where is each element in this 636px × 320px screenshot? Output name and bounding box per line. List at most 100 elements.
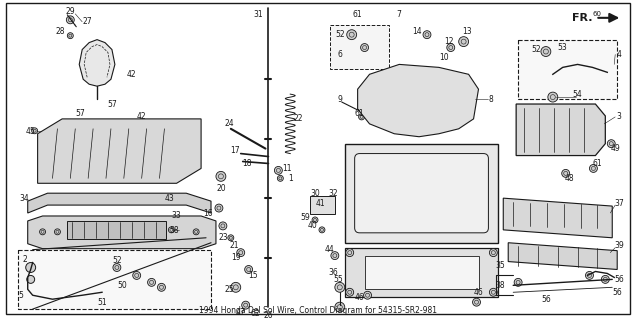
Bar	[18, 250, 211, 309]
Bar	[330, 25, 389, 69]
Text: 3: 3	[617, 112, 621, 121]
Text: 60: 60	[593, 11, 602, 17]
Circle shape	[245, 266, 252, 274]
Text: 12: 12	[444, 37, 453, 46]
Polygon shape	[508, 243, 617, 269]
Text: 52: 52	[335, 30, 345, 39]
Circle shape	[364, 291, 371, 299]
Polygon shape	[28, 193, 211, 213]
Circle shape	[274, 166, 282, 174]
Circle shape	[39, 229, 46, 235]
Text: 52: 52	[531, 45, 541, 54]
Text: 15: 15	[248, 271, 258, 280]
Text: 50: 50	[117, 281, 127, 290]
Circle shape	[489, 249, 497, 257]
Circle shape	[219, 222, 227, 230]
Text: 24: 24	[224, 119, 233, 128]
Text: 62: 62	[251, 308, 260, 317]
Circle shape	[346, 249, 354, 257]
Text: 42: 42	[127, 70, 137, 79]
Text: 39: 39	[614, 241, 624, 250]
Circle shape	[562, 169, 570, 177]
Text: 6: 6	[337, 50, 342, 59]
Text: 16: 16	[204, 209, 213, 218]
Text: 1994 Honda Del Sol Wire, Control Diagram for 54315-SR2-981: 1994 Honda Del Sol Wire, Control Diagram…	[199, 306, 437, 315]
Circle shape	[331, 252, 339, 260]
Polygon shape	[503, 198, 612, 238]
Text: 51: 51	[97, 298, 107, 307]
Circle shape	[25, 262, 36, 272]
Text: 19: 19	[231, 253, 240, 262]
Bar	[364, 256, 478, 289]
Circle shape	[148, 278, 156, 286]
Circle shape	[193, 229, 199, 235]
Circle shape	[242, 301, 250, 309]
Text: 11: 11	[282, 164, 292, 173]
Text: 22: 22	[293, 114, 303, 124]
Text: 17: 17	[230, 146, 240, 155]
Circle shape	[32, 128, 38, 134]
Text: 7: 7	[397, 10, 402, 20]
Circle shape	[133, 271, 141, 279]
Text: 21: 21	[229, 241, 238, 250]
Text: 34: 34	[20, 194, 30, 203]
Circle shape	[590, 164, 597, 172]
Text: 31: 31	[254, 10, 263, 20]
Circle shape	[231, 282, 240, 292]
Circle shape	[335, 302, 345, 312]
Circle shape	[359, 114, 364, 120]
Text: 8: 8	[488, 95, 493, 104]
Circle shape	[55, 229, 60, 235]
Text: 36: 36	[328, 268, 338, 277]
Text: 28: 28	[56, 27, 65, 36]
Circle shape	[586, 271, 593, 279]
Polygon shape	[516, 104, 605, 156]
Circle shape	[66, 16, 74, 24]
Text: 56: 56	[614, 275, 624, 284]
Circle shape	[346, 288, 354, 296]
Polygon shape	[357, 64, 478, 137]
Circle shape	[514, 278, 522, 286]
Polygon shape	[38, 119, 201, 183]
Circle shape	[216, 172, 226, 181]
Circle shape	[169, 227, 174, 233]
FancyBboxPatch shape	[355, 154, 488, 233]
Circle shape	[361, 44, 368, 52]
Text: 43: 43	[165, 194, 174, 203]
Circle shape	[237, 249, 245, 257]
Text: 18: 18	[242, 159, 251, 168]
Text: 27: 27	[82, 17, 92, 26]
Polygon shape	[345, 248, 499, 297]
Text: 2: 2	[22, 255, 27, 264]
Circle shape	[473, 298, 480, 306]
Text: 30: 30	[310, 189, 320, 198]
Text: 41: 41	[315, 199, 325, 208]
Circle shape	[27, 276, 34, 283]
Text: 61: 61	[353, 10, 363, 20]
Circle shape	[447, 44, 455, 52]
Circle shape	[459, 37, 469, 47]
Text: 40: 40	[307, 221, 317, 230]
Text: 20: 20	[216, 184, 226, 193]
Text: 23: 23	[218, 233, 228, 242]
Text: FR.: FR.	[572, 13, 593, 23]
Text: 1: 1	[288, 174, 293, 183]
Circle shape	[335, 282, 345, 292]
Text: 35: 35	[495, 261, 505, 270]
Text: 37: 37	[614, 199, 624, 208]
Text: 46: 46	[355, 293, 364, 302]
Text: 44: 44	[325, 245, 335, 254]
Text: 47: 47	[236, 308, 245, 316]
Circle shape	[541, 47, 551, 56]
Text: 46: 46	[474, 288, 483, 297]
Text: 29: 29	[66, 7, 75, 16]
Text: 38: 38	[495, 281, 505, 290]
Circle shape	[215, 204, 223, 212]
Circle shape	[312, 217, 318, 223]
Text: 9: 9	[337, 95, 342, 104]
Text: 52: 52	[112, 256, 121, 265]
Circle shape	[602, 276, 609, 283]
Circle shape	[228, 235, 234, 241]
Text: 48: 48	[565, 174, 574, 183]
Text: 59: 59	[300, 213, 310, 222]
